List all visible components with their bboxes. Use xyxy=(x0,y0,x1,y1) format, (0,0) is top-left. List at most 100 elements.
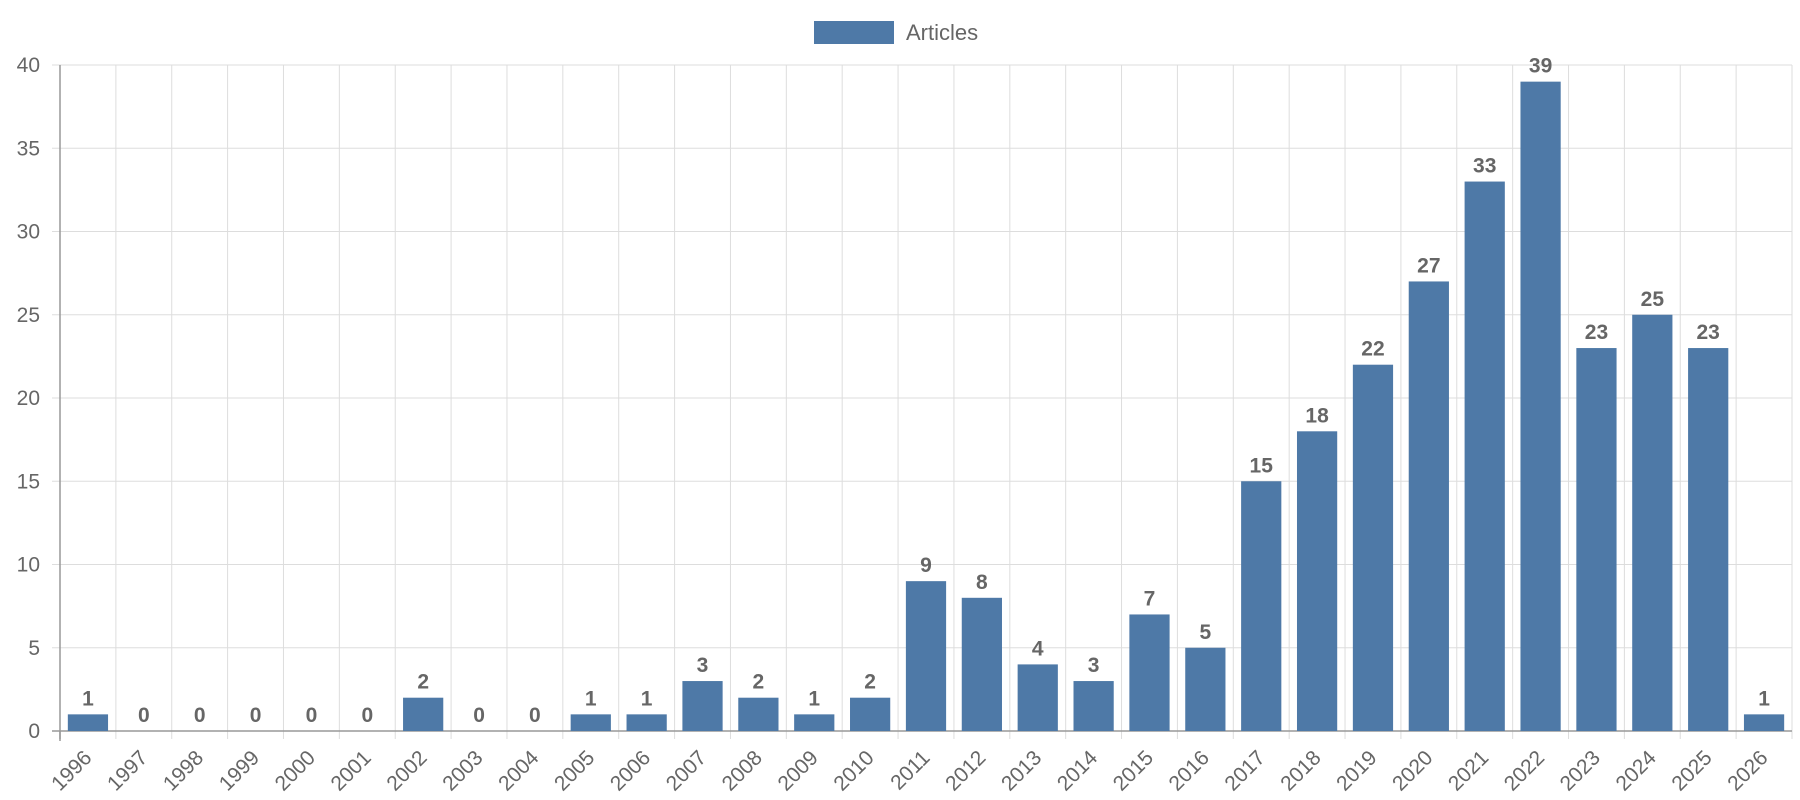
data-label-2005: 1 xyxy=(585,687,597,710)
bar-2026[interactable] xyxy=(1743,714,1785,731)
x-tick-label-2026: 2026 xyxy=(1723,746,1772,795)
bar-2022[interactable] xyxy=(1520,81,1561,731)
legend-label-articles: Articles xyxy=(906,20,978,45)
data-label-2026: 1 xyxy=(1758,687,1770,710)
x-tick-label-2004: 2004 xyxy=(494,746,544,796)
legend[interactable]: Articles xyxy=(814,20,978,45)
data-label-2020: 27 xyxy=(1417,254,1440,277)
x-tick-label-2020: 2020 xyxy=(1388,746,1437,795)
y-tick-label: 20 xyxy=(17,387,40,410)
bar-2023[interactable] xyxy=(1576,348,1617,731)
y-axis-ticks: 0 5 10 15 20 25 30 35 40 xyxy=(17,54,40,743)
x-tick-label-2018: 2018 xyxy=(1276,746,1325,795)
data-label-2003: 0 xyxy=(473,704,485,727)
data-label-2023: 23 xyxy=(1585,321,1608,344)
x-tick-label-2009: 2009 xyxy=(773,746,822,795)
x-tick-label-1997: 1997 xyxy=(103,746,152,795)
x-tick-label-1998: 1998 xyxy=(159,746,208,795)
bar-2021[interactable] xyxy=(1464,181,1505,732)
y-tick-label: 35 xyxy=(17,137,40,160)
data-label-2016: 5 xyxy=(1200,621,1212,644)
bars xyxy=(67,81,1785,732)
data-label-2008: 2 xyxy=(753,671,765,694)
data-label-2012: 8 xyxy=(976,571,988,594)
data-label-2017: 15 xyxy=(1250,454,1274,477)
data-label-2011: 9 xyxy=(920,554,932,577)
data-label-2025: 23 xyxy=(1697,321,1720,344)
x-tick-label-2023: 2023 xyxy=(1556,746,1605,795)
x-tick-label-2016: 2016 xyxy=(1165,746,1214,795)
data-label-2021: 33 xyxy=(1473,155,1496,178)
x-tick-label-2021: 2021 xyxy=(1444,746,1493,795)
bar-2015[interactable] xyxy=(1129,614,1170,731)
data-label-1999: 0 xyxy=(250,704,262,727)
data-label-2007: 3 xyxy=(697,654,709,677)
x-tick-label-2001: 2001 xyxy=(327,746,376,795)
y-tick-label: 5 xyxy=(28,637,40,660)
x-tick-label-2014: 2014 xyxy=(1053,746,1103,796)
bar-2002[interactable] xyxy=(403,697,444,731)
bar-2016[interactable] xyxy=(1185,647,1226,731)
bar-2010[interactable] xyxy=(850,697,891,731)
data-label-1996: 1 xyxy=(82,687,94,710)
data-label-2009: 1 xyxy=(808,687,820,710)
x-tick-label-2015: 2015 xyxy=(1109,746,1158,795)
data-label-2006: 1 xyxy=(641,687,653,710)
y-tick-label: 0 xyxy=(28,720,40,743)
data-label-2018: 18 xyxy=(1305,404,1329,427)
bar-2011[interactable] xyxy=(905,581,947,731)
x-tick-label-2000: 2000 xyxy=(271,746,320,795)
x-tick-label-2022: 2022 xyxy=(1500,746,1549,795)
data-label-2022: 39 xyxy=(1529,55,1552,78)
bar-2005[interactable] xyxy=(570,714,611,731)
x-tick-label-2003: 2003 xyxy=(438,746,487,795)
x-tick-label-2011: 2011 xyxy=(886,746,934,794)
x-tick-label-2006: 2006 xyxy=(606,746,655,795)
bar-1996[interactable] xyxy=(67,714,109,731)
x-tick-label-2024: 2024 xyxy=(1612,746,1662,796)
x-tick-label-2010: 2010 xyxy=(829,746,878,795)
y-tick-label: 30 xyxy=(17,221,40,244)
x-tick-label-1999: 1999 xyxy=(215,746,264,795)
x-axis-ticks: 1996 1997 1998 1999 2000 2001 2002 2003 2004 2005… xyxy=(47,746,1772,796)
data-label-2001: 0 xyxy=(361,704,373,727)
bar-2024[interactable] xyxy=(1632,314,1673,731)
bar-2019[interactable] xyxy=(1352,364,1394,731)
data-label-1998: 0 xyxy=(194,704,206,727)
data-label-1997: 0 xyxy=(138,704,150,727)
bar-2018[interactable] xyxy=(1296,431,1338,731)
x-tick-label-2007: 2007 xyxy=(662,746,711,795)
bar-2020[interactable] xyxy=(1408,281,1449,731)
data-label-2024: 25 xyxy=(1641,288,1665,311)
data-label-2013: 4 xyxy=(1032,637,1044,660)
x-tick-label-2008: 2008 xyxy=(718,746,767,795)
y-tick-label: 15 xyxy=(17,470,40,493)
x-tick-label-2019: 2019 xyxy=(1332,746,1381,795)
bar-2025[interactable] xyxy=(1688,348,1729,731)
data-label-2015: 7 xyxy=(1144,587,1156,610)
bar-2013[interactable] xyxy=(1017,664,1058,731)
y-tick-label: 40 xyxy=(17,54,40,77)
y-tick-label: 25 xyxy=(17,304,40,327)
bar-2009[interactable] xyxy=(794,714,835,731)
bar-2014[interactable] xyxy=(1073,681,1114,731)
bar-2017[interactable] xyxy=(1241,481,1282,731)
x-tick-label-2025: 2025 xyxy=(1667,746,1716,795)
x-tick-label-1996: 1996 xyxy=(47,746,96,795)
bar-2007[interactable] xyxy=(682,681,723,731)
gridlines xyxy=(52,64,1793,739)
data-label-2004: 0 xyxy=(529,704,541,727)
bar-2008[interactable] xyxy=(738,697,779,731)
data-labels: 1 0 0 0 0 0 2 0 0 1 1 3 2 1 2 9 8 4 3 7 5 15 18 22 27 33 39 23 25 23 1 xyxy=(82,55,1770,727)
y-tick-label: 10 xyxy=(17,554,40,577)
bar-2012[interactable] xyxy=(961,597,1002,731)
data-label-2019: 22 xyxy=(1361,338,1384,361)
data-label-2000: 0 xyxy=(306,704,318,727)
x-tick-label-2013: 2013 xyxy=(997,746,1046,795)
legend-swatch-articles xyxy=(814,21,894,44)
bar-2006[interactable] xyxy=(626,714,667,731)
data-label-2002: 2 xyxy=(417,671,429,694)
data-label-2014: 3 xyxy=(1088,654,1100,677)
